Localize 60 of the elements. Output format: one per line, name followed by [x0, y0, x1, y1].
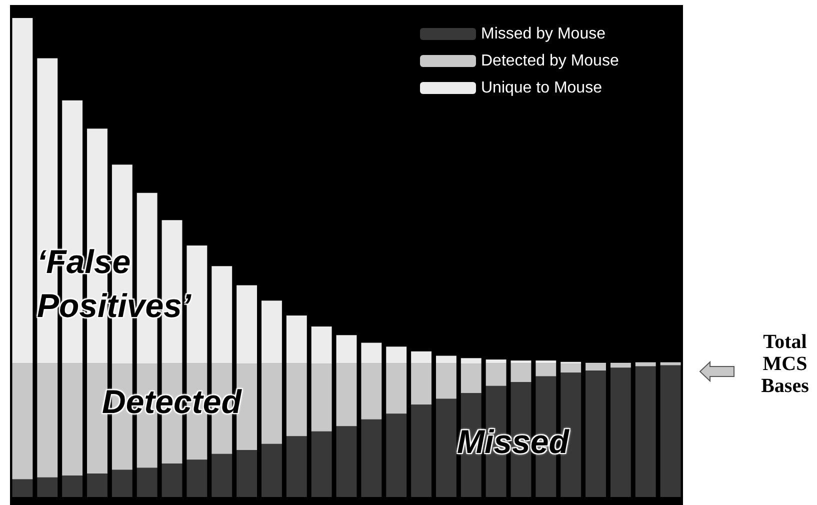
bar — [262, 363, 282, 444]
legend-label: Unique to Mouse — [481, 80, 602, 96]
bar — [361, 419, 382, 497]
bar — [112, 470, 132, 497]
bar — [311, 364, 332, 432]
bar — [610, 364, 631, 368]
bar — [311, 431, 332, 497]
bar — [62, 363, 83, 476]
bar — [37, 477, 58, 497]
bar — [12, 18, 33, 364]
legend-label: Detected by Mouse — [481, 52, 619, 70]
bar — [635, 366, 656, 497]
bar — [336, 426, 357, 497]
text: Total MCS Bases — [760, 331, 810, 397]
bar — [411, 363, 432, 405]
bar — [586, 364, 606, 371]
bar — [386, 414, 407, 497]
bar — [361, 363, 382, 420]
bar — [336, 335, 357, 364]
bar — [386, 363, 407, 414]
bar — [286, 436, 307, 497]
bar — [460, 364, 482, 394]
bar — [486, 363, 506, 386]
bar — [510, 360, 532, 364]
bar — [212, 454, 232, 497]
bar — [236, 285, 258, 364]
bar — [286, 315, 307, 364]
bar — [460, 358, 482, 364]
bar — [186, 460, 208, 497]
bar — [486, 360, 506, 364]
bar — [660, 365, 681, 497]
bar — [262, 444, 282, 497]
bar — [361, 342, 382, 364]
bar — [436, 398, 456, 497]
bar — [87, 474, 108, 497]
bar — [386, 346, 407, 364]
bar — [510, 363, 532, 382]
bar — [436, 356, 456, 364]
bar — [37, 363, 58, 478]
legend-label: Missed by Mouse — [481, 26, 606, 42]
bar — [311, 326, 332, 364]
bar — [136, 468, 158, 497]
annotation: Missed — [457, 423, 569, 461]
bar — [12, 363, 33, 480]
bar — [162, 463, 182, 497]
bar — [536, 360, 556, 364]
bar — [212, 266, 232, 364]
bar — [411, 404, 432, 497]
bar — [62, 475, 83, 497]
bar — [610, 368, 631, 497]
bar — [560, 364, 582, 372]
bar — [286, 363, 307, 436]
bar — [336, 363, 357, 426]
bar — [586, 370, 606, 497]
bar — [12, 479, 33, 497]
bar — [411, 351, 432, 364]
bar — [236, 450, 258, 497]
bar — [536, 363, 556, 376]
bar — [436, 363, 456, 399]
bar — [262, 300, 282, 364]
